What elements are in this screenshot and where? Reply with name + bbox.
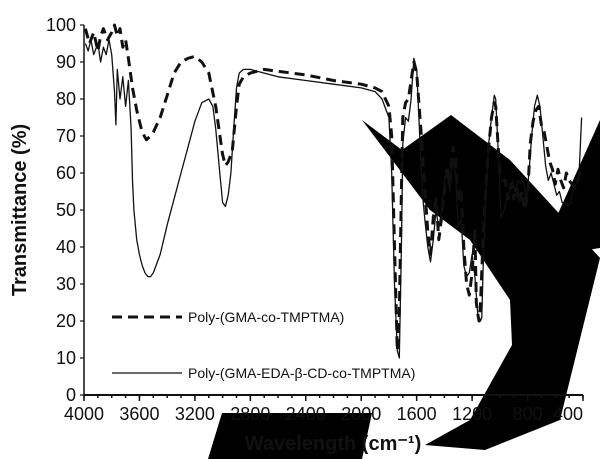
y-tick-label: 40: [56, 237, 76, 257]
watermark-band-lower: [208, 413, 372, 459]
x-tick-label: 800: [513, 404, 543, 424]
plot-area: [83, 23, 584, 359]
x-tick-label: 3600: [119, 404, 159, 424]
watermark-ring: [362, 115, 600, 450]
legend-label-series-2: Poly-(GMA-EDA-β-CD-co-TMPTMA): [188, 365, 415, 381]
y-tick-label: 90: [56, 52, 76, 72]
y-tick-label: 100: [46, 15, 76, 35]
x-tick-label: 1600: [397, 404, 437, 424]
y-tick-label: 20: [56, 311, 76, 331]
y-tick-label: 80: [56, 89, 76, 109]
y-tick-label: 60: [56, 163, 76, 183]
series-line-2: [84, 39, 583, 359]
x-tick-label: 2400: [286, 404, 326, 424]
x-tick-label: 2000: [341, 404, 381, 424]
legend: Poly-(GMA-co-TMPTMA) Poly-(GMA-EDA-β-CD-…: [112, 309, 415, 381]
y-tick-label: 50: [56, 200, 76, 220]
series-line-1: [83, 23, 584, 353]
x-tick-label: 4000: [64, 404, 104, 424]
x-tick-label: 3200: [175, 404, 215, 424]
y-tick-label: 70: [56, 126, 76, 146]
x-tick-label: 400: [553, 404, 583, 424]
legend-label-series-1: Poly-(GMA-co-TMPTMA): [188, 309, 344, 325]
y-axis-title: Transmittance (%): [9, 124, 31, 296]
x-tick-label: 2800: [230, 404, 270, 424]
x-axis-title: Wavelength (cm⁻¹): [245, 433, 422, 455]
y-tick-label: 10: [56, 348, 76, 368]
x-tick-label: 1200: [452, 404, 492, 424]
y-tick-label: 0: [66, 385, 76, 405]
y-tick-label: 30: [56, 274, 76, 294]
axes: 0 10 20 30 40 50 60 70 80 90 100 4000 3600 3200 2800 24…: [46, 15, 584, 424]
